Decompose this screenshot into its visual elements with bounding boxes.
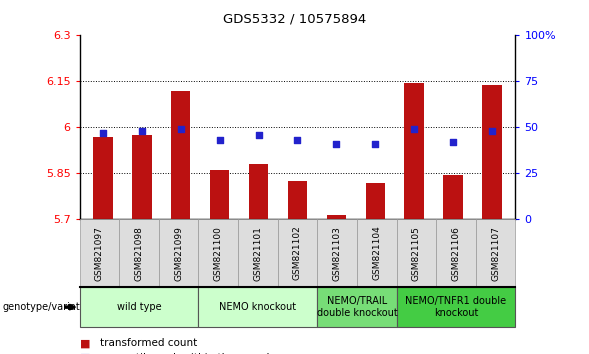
Text: NEMO/TNFR1 double
knockout: NEMO/TNFR1 double knockout	[405, 296, 507, 318]
Point	[176, 126, 186, 132]
Bar	[171, 91, 190, 219]
Text: NEMO knockout: NEMO knockout	[219, 302, 296, 312]
Text: GSM821104: GSM821104	[372, 226, 381, 280]
Text: GSM821106: GSM821106	[451, 225, 461, 281]
Bar	[366, 183, 385, 219]
Text: wild type: wild type	[117, 302, 161, 312]
Text: GSM821107: GSM821107	[491, 225, 500, 281]
Bar	[210, 170, 229, 219]
Text: GSM821097: GSM821097	[95, 225, 104, 281]
Text: GSM821103: GSM821103	[333, 225, 342, 281]
Point	[370, 141, 380, 147]
Point	[98, 130, 108, 136]
Bar	[93, 137, 112, 219]
Text: GDS5332 / 10575894: GDS5332 / 10575894	[223, 12, 366, 25]
Bar	[444, 175, 463, 219]
Text: GSM821100: GSM821100	[214, 225, 223, 281]
Text: transformed count: transformed count	[100, 338, 197, 348]
Point	[254, 132, 263, 138]
Bar	[287, 181, 307, 219]
Text: NEMO/TRAIL
double knockout: NEMO/TRAIL double knockout	[316, 296, 397, 318]
Point	[293, 137, 302, 143]
Text: ■: ■	[80, 338, 90, 348]
Point	[137, 128, 147, 134]
Point	[332, 141, 341, 147]
Point	[448, 139, 458, 145]
Point	[215, 137, 224, 143]
Text: ■: ■	[80, 353, 90, 354]
Text: genotype/variation: genotype/variation	[3, 302, 95, 312]
Text: GSM821105: GSM821105	[412, 225, 421, 281]
Bar	[132, 135, 151, 219]
Point	[409, 126, 419, 132]
Bar	[249, 164, 268, 219]
Text: percentile rank within the sample: percentile rank within the sample	[100, 353, 276, 354]
Point	[487, 128, 497, 134]
Text: GSM821098: GSM821098	[134, 225, 144, 281]
Bar	[405, 83, 424, 219]
Bar	[327, 215, 346, 219]
Text: GSM821099: GSM821099	[174, 225, 183, 281]
Text: GSM821102: GSM821102	[293, 226, 302, 280]
Text: GSM821101: GSM821101	[253, 225, 262, 281]
Bar	[482, 85, 502, 219]
